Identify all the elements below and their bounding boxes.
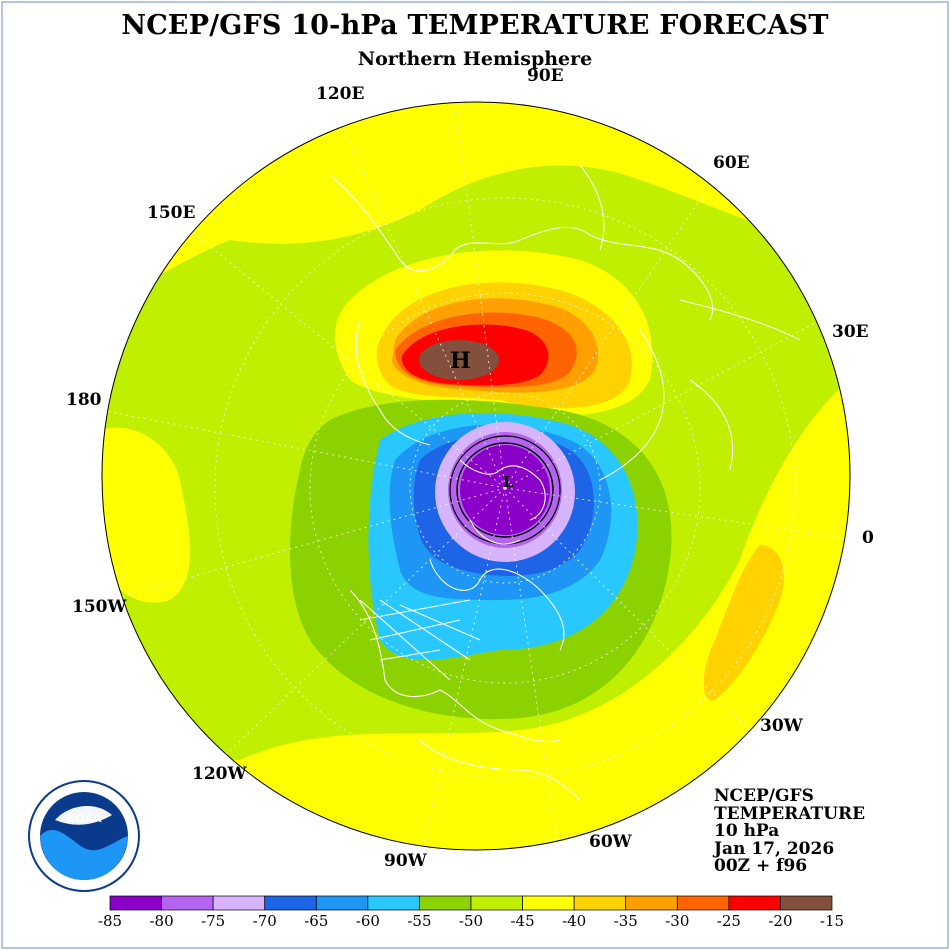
info-level: 10 hPa bbox=[714, 821, 780, 841]
legend-tick-label: -15 bbox=[819, 912, 845, 930]
temperature-field bbox=[102, 102, 850, 850]
legend-tick-label: -65 bbox=[304, 912, 329, 930]
legend-tick-label: -35 bbox=[613, 912, 638, 930]
band-yellow-south bbox=[102, 380, 850, 850]
lon-label-60w: 60W bbox=[589, 832, 632, 852]
noaa-logo: NOAA bbox=[28, 780, 140, 892]
legend-tick-label: -60 bbox=[355, 912, 380, 930]
lon-label-150w: 150W bbox=[72, 597, 127, 617]
coastlines bbox=[329, 164, 801, 801]
legend-tick-labels: -85 -80 -75 -70 -65 -60 -55 -50 -45 -40 -35 -30 -25 -… bbox=[0, 912, 950, 932]
legend-tick-label: -30 bbox=[665, 912, 690, 930]
lon-label-180: 180 bbox=[66, 390, 102, 410]
legend-swatch bbox=[161, 895, 214, 911]
lon-label-60e: 60E bbox=[713, 153, 750, 173]
lon-label-150e: 150E bbox=[147, 203, 196, 223]
contour-ring bbox=[456, 442, 554, 538]
color-legend bbox=[109, 895, 833, 911]
lon-label-30w: 30W bbox=[760, 716, 803, 736]
info-model: NCEP/GFS bbox=[714, 786, 814, 806]
band-brown-core bbox=[419, 340, 499, 380]
legend-swatch bbox=[780, 895, 833, 911]
legend-tick-label: -70 bbox=[252, 912, 277, 930]
forecast-info-block: NCEP/GFS TEMPERATURE 10 hPa Jan 17, 2026… bbox=[714, 786, 866, 876]
lon-label-0: 0 bbox=[862, 528, 874, 548]
map-title: NCEP/GFS 10-hPa TEMPERATURE FORECAST bbox=[121, 10, 829, 41]
band-yellow-west bbox=[102, 427, 190, 603]
high-marker: H bbox=[450, 348, 471, 374]
lon-label-90e: 90E bbox=[527, 66, 564, 86]
legend-tick-label: -25 bbox=[716, 912, 741, 930]
legend-swatch bbox=[676, 895, 730, 911]
noaa-logo-text: NOAA bbox=[66, 812, 102, 825]
legend-tick-label: -85 bbox=[97, 912, 123, 930]
legend-swatch bbox=[470, 895, 523, 911]
legend-swatch bbox=[212, 895, 266, 911]
hemisphere-outline bbox=[101, 101, 851, 851]
legend-swatch bbox=[625, 895, 678, 911]
legend-tick-label: -40 bbox=[562, 912, 587, 930]
legend-swatch bbox=[573, 895, 627, 911]
lon-label-90w: 90W bbox=[384, 851, 427, 871]
info-run: 00Z + f96 bbox=[714, 856, 808, 876]
info-date: Jan 17, 2026 bbox=[714, 838, 835, 859]
legend-tick-label: -75 bbox=[201, 912, 226, 930]
legend-swatch bbox=[522, 895, 575, 911]
band-orange-east bbox=[703, 545, 784, 701]
graticule bbox=[102, 102, 850, 850]
legend-swatch bbox=[367, 895, 420, 911]
legend-swatch bbox=[109, 895, 162, 911]
map-subtitle: Northern Hemisphere bbox=[357, 48, 593, 70]
legend-swatch bbox=[728, 895, 781, 911]
legend-tick-label: -20 bbox=[768, 912, 793, 930]
info-field: TEMPERATURE bbox=[714, 803, 866, 824]
lon-label-120w: 120W bbox=[192, 764, 247, 784]
lon-label-120e: 120E bbox=[316, 84, 365, 104]
legend-tick-label: -55 bbox=[407, 912, 432, 930]
legend-tick-label: -80 bbox=[149, 912, 174, 930]
legend-swatch bbox=[419, 895, 472, 911]
legend-tick-label: -50 bbox=[458, 912, 484, 930]
lon-label-30e: 30E bbox=[832, 322, 869, 342]
legend-tick-label: -45 bbox=[510, 912, 535, 930]
legend-swatch bbox=[264, 895, 317, 911]
low-marker: L bbox=[503, 473, 514, 491]
legend-swatch bbox=[315, 895, 369, 911]
